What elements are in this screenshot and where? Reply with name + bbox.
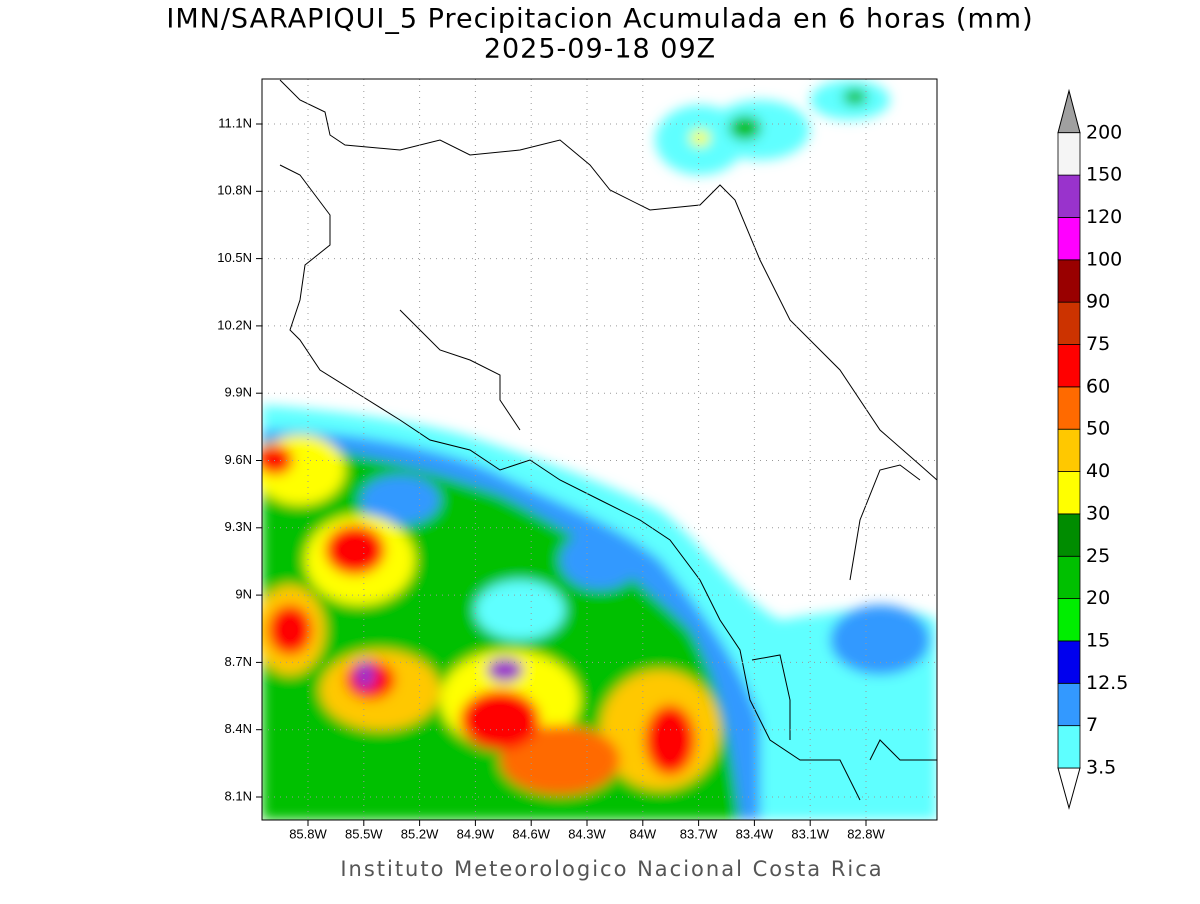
colorbar-bin — [1057, 217, 1081, 261]
colorbar-bin — [1057, 344, 1081, 388]
x-tick-label: 84.3W — [568, 826, 606, 841]
colorbar-bin — [1057, 386, 1081, 430]
colorbar-bin — [1057, 555, 1081, 599]
colorbar-label: 90 — [1086, 291, 1110, 313]
colorbar-bin — [1057, 725, 1081, 769]
colorbar-bin — [1057, 513, 1081, 557]
colorbar-label: 100 — [1086, 248, 1122, 270]
colorbar-label: 7 — [1086, 714, 1098, 736]
colorbar-bin — [1057, 682, 1081, 727]
y-tick-label: 9.3N — [225, 519, 252, 534]
x-tick-label: 84W — [629, 826, 656, 841]
y-tick-label: 10.5N — [217, 250, 252, 265]
footer: Instituto Meteorologico Nacional Costa R… — [340, 857, 883, 881]
colorbar-label: 50 — [1086, 418, 1110, 440]
subtitle: 2025-09-18 09Z — [484, 34, 716, 65]
colorbar-label: 3.5 — [1086, 757, 1116, 779]
y-tick-label: 8.4N — [225, 721, 252, 736]
x-tick-label: 83.1W — [791, 826, 829, 841]
precip-field — [262, 79, 937, 820]
map-frame — [261, 78, 938, 821]
x-tick-label: 85.5W — [345, 826, 383, 841]
colorbar-bin — [1057, 301, 1081, 345]
y-tick-label: 9.6N — [225, 452, 252, 467]
x-tick-label: 85.2W — [401, 826, 439, 841]
colorbar-label: 60 — [1086, 375, 1110, 397]
colorbar-label: 12.5 — [1086, 672, 1128, 694]
colorbar-label: 20 — [1086, 587, 1110, 609]
colorbar-label: 120 — [1086, 206, 1122, 228]
colorbar-bin — [1057, 428, 1081, 472]
colorbar-below — [1057, 767, 1081, 810]
axis-ticks: 85.8W 85.5W 85.2W 84.9W 84.6W 84.3W 84W 83.7W 83… — [217, 115, 885, 841]
colorbar-bin — [1057, 259, 1081, 303]
y-tick-label: 10.2N — [217, 317, 252, 332]
title: IMN/SARAPIQUI_5 Precipitacion Acumulada … — [166, 4, 1033, 35]
y-tick-label: 10.8N — [217, 183, 252, 198]
colorbar-label: 25 — [1086, 545, 1110, 567]
colorbar-bin — [1057, 598, 1081, 642]
x-tick-label: 84.9W — [457, 826, 495, 841]
x-tick-label: 83.7W — [680, 826, 718, 841]
colorbar-bin — [1057, 471, 1081, 515]
colorbar: 3.5 7 12.5 15 20 25 30 40 50 60 75 90 100 120 150 200 — [1057, 88, 1128, 810]
colorbar-label: 40 — [1086, 460, 1110, 482]
y-tick-label: 11.1N — [218, 115, 252, 130]
x-tick-label: 82.8W — [847, 826, 885, 841]
colorbar-label: 75 — [1086, 333, 1110, 355]
colorbar-above — [1057, 88, 1081, 134]
x-tick-label: 85.8W — [289, 826, 327, 841]
y-tick-label: 8.7N — [225, 654, 252, 669]
colorbar-label: 15 — [1086, 629, 1110, 651]
colorbar-bin — [1057, 132, 1081, 176]
x-tick-label: 83.4W — [736, 826, 774, 841]
y-tick-label: 8.1N — [225, 788, 252, 803]
colorbar-label: 150 — [1086, 164, 1122, 186]
x-tick-label: 84.6W — [512, 826, 550, 841]
colorbar-label: 30 — [1086, 502, 1110, 524]
y-tick-label: 9.9N — [225, 385, 252, 400]
y-tick-label: 9N — [235, 587, 252, 602]
colorbar-bin — [1057, 640, 1081, 684]
colorbar-label: 200 — [1086, 121, 1122, 143]
colorbar-bin — [1057, 174, 1081, 218]
